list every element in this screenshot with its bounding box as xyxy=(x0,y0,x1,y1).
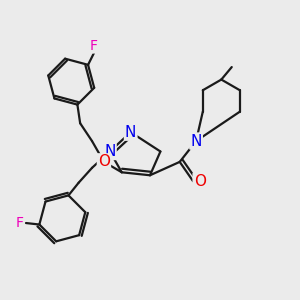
Text: F: F xyxy=(15,216,23,230)
Text: O: O xyxy=(194,174,206,189)
Text: N: N xyxy=(104,144,116,159)
Text: F: F xyxy=(90,38,98,52)
Text: N: N xyxy=(125,125,136,140)
Text: O: O xyxy=(98,154,110,169)
Text: N: N xyxy=(190,134,202,148)
